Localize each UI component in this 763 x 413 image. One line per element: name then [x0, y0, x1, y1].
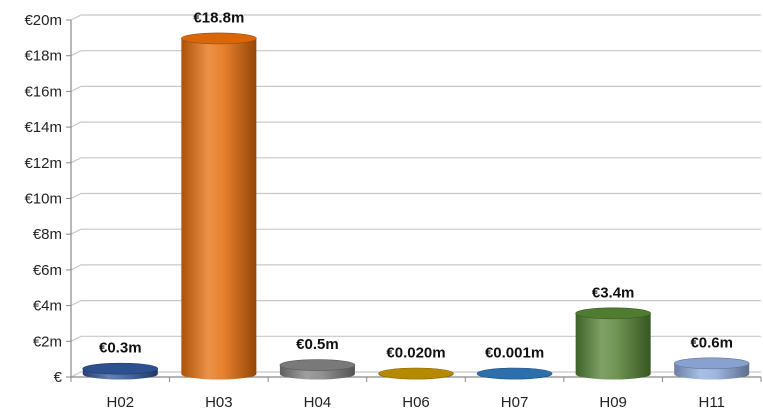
bar-h09	[575, 307, 651, 380]
bar-h07	[476, 367, 553, 380]
y-tick-label: €16m	[24, 83, 62, 100]
y-tick-label: €14m	[24, 119, 62, 136]
data-labels: €0.3m €18.8m €0.5m €0.020m €0.001m €3.4m €0.6m	[99, 9, 733, 361]
bar-h06	[378, 367, 454, 380]
bar-body	[575, 313, 651, 380]
bars	[82, 32, 750, 380]
bar-top	[378, 367, 454, 380]
axes	[70, 20, 762, 382]
y-tick-label: €20m	[24, 12, 62, 29]
gridline	[70, 50, 761, 57]
x-tick-label: H07	[501, 394, 529, 411]
y-tick-label: €18m	[24, 48, 62, 65]
bar-h02	[82, 362, 159, 380]
gridline	[70, 121, 761, 128]
gridline	[70, 85, 761, 92]
x-tick-label: H06	[402, 394, 430, 411]
data-label: €0.5m	[296, 336, 339, 353]
y-tick-label: €10m	[24, 191, 62, 208]
y-tick-label: €12m	[24, 155, 62, 172]
y-tick-label: €	[54, 369, 63, 386]
x-tick-label: H11	[699, 394, 725, 411]
bar-top	[82, 362, 159, 375]
bar-top	[575, 307, 651, 320]
gridline	[70, 192, 761, 200]
bar-h11	[673, 357, 750, 380]
y-axis-ticks: € €2m €4m €6m €8m €10m €12m €14m €16m €18m €20m	[24, 12, 71, 386]
y-tick-label: €6m	[33, 262, 62, 279]
y-tick-label: €2m	[33, 333, 62, 350]
y-tick-label: €4m	[33, 298, 62, 315]
data-label: €18.8m	[193, 9, 244, 26]
y-tick-label: €8m	[33, 226, 62, 243]
bar-h03	[181, 32, 257, 380]
bar-body	[181, 38, 257, 380]
bar-top	[673, 357, 750, 370]
x-tick-label: H04	[304, 394, 332, 411]
grid-lines	[70, 14, 761, 378]
data-label: €0.3m	[99, 340, 142, 357]
gridline	[70, 264, 761, 271]
data-label: €0.001m	[485, 345, 544, 362]
data-label: €0.6m	[690, 334, 733, 351]
bar-h04	[279, 359, 356, 380]
gridline	[70, 157, 761, 164]
data-label: €3.4m	[592, 284, 635, 301]
bar-top	[476, 367, 553, 380]
gridline	[70, 228, 761, 235]
x-tick-label: H03	[205, 394, 233, 411]
gridline	[70, 14, 761, 21]
bar-top	[181, 32, 257, 45]
x-tick-label: H02	[107, 394, 135, 411]
bar-top	[279, 359, 356, 371]
x-tick-label: H09	[599, 394, 627, 411]
x-axis-labels: H02 H03 H04 H06 H07 H09 H11	[107, 394, 725, 411]
gridline	[70, 300, 761, 307]
data-label: €0.020m	[386, 345, 445, 362]
gridline	[70, 335, 761, 342]
